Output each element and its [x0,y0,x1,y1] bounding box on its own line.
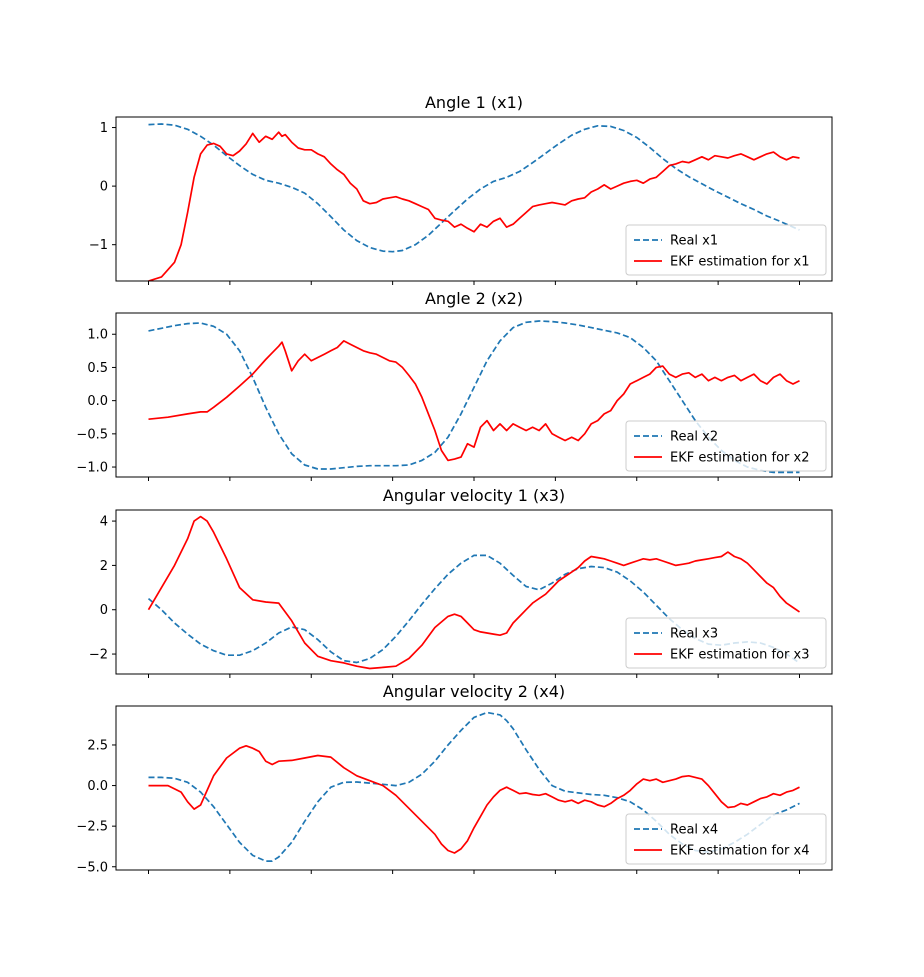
subplot-title: Angular velocity 1 (x3) [383,486,565,505]
legend-box [625,420,827,472]
y-tick-label: −0.5 [76,427,108,442]
ekf-series-line [148,131,800,281]
y-tick-label: 0.0 [87,779,108,794]
y-tick-label: −1 [89,238,108,253]
y-tick-label: 1 [100,121,108,136]
legend: Real x3 EKF estimation for x3 [625,617,827,669]
legend: Real x2 EKF estimation for x2 [625,420,827,472]
legend-label: Real x3 [670,627,718,642]
subplot-title: Angle 1 (x1) [425,93,523,112]
y-tick-label: 0.5 [87,361,108,376]
subplot-2: Angle 2 (x2) 1.0 0.5 0.0 −0.5 −1.0 Real x2 EKF … [76,289,833,481]
y-tick-label: −5.0 [76,860,108,875]
ekf-series-line [148,340,800,462]
ekf-series-line [148,744,800,854]
y-tick-label: 4 [100,515,108,530]
subplot-4: Angular velocity 2 (x4) 2.5 0.0 −2.5 −5.0 Rea… [76,682,833,875]
legend-label: Real x4 [670,823,718,838]
legend-box [625,224,827,276]
legend-box [625,813,827,865]
y-tick-label: 0.0 [87,394,108,409]
y-tick-label: 2.5 [87,738,108,753]
subplot-1: Angle 1 (x1) 1 0 −1 Real x1 EKF estimation fo… [89,93,833,285]
subplot-title: Angular velocity 2 (x4) [383,682,565,701]
legend: Real x1 EKF estimation for x1 [625,224,827,276]
legend-label: Real x2 [670,430,718,445]
legend-label: EKF estimation for x2 [670,451,809,466]
y-tick-label: 1.0 [87,328,108,343]
subplot-title: Angle 2 (x2) [425,289,523,308]
subplot-3: Angular velocity 1 (x3) 4 2 0 −2 Real x3 EKF e… [89,486,833,678]
legend: Real x4 EKF estimation for x4 [625,813,827,865]
y-tick-label: −1.0 [76,461,108,476]
y-tick-label: −2 [89,648,108,663]
y-tick-label: 2 [100,559,108,574]
ekf-series-line [147,515,800,670]
y-tick-label: 0 [100,603,108,618]
y-tick-label: 0 [100,180,108,195]
legend-label: EKF estimation for x1 [670,255,809,270]
series-group [148,320,800,474]
real-series-line [148,320,800,474]
y-tick-label: −2.5 [76,820,108,835]
legend-box [625,617,827,669]
legend-label: Real x1 [670,234,718,249]
series-group [148,123,800,281]
legend-label: EKF estimation for x4 [670,844,809,859]
legend-label: EKF estimation for x3 [670,648,809,663]
